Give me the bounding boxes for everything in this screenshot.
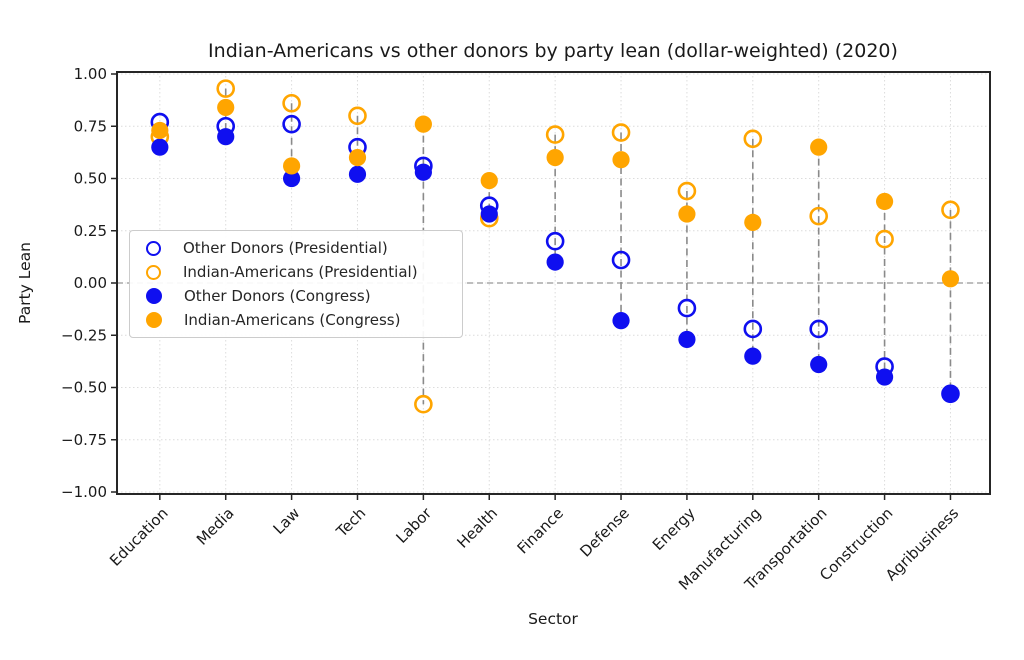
point-indian-americans-congress [480,171,498,190]
y-tick-label: −0.50 [61,379,107,397]
y-tick-label: 0.50 [74,170,107,188]
open-circle-icon [146,264,161,280]
point-other-donors-congress [546,253,564,271]
point-indian-americans-presidential [743,129,763,149]
point-other-donors-congress [283,169,301,188]
point-other-donors-congress [612,312,630,330]
point-indian-americans-congress [546,149,564,167]
y-tick-label: 1.00 [74,65,107,83]
point-indian-americans-congress [612,151,630,169]
filled-circle-icon [146,288,162,304]
chart-title: Indian-Americans vs other donors by part… [208,40,898,62]
x-tick-label: Health [454,504,502,552]
point-indian-americans-congress [414,115,432,133]
point-indian-americans-congress [941,270,960,288]
x-tick-label: Education [106,504,172,570]
point-indian-americans-congress [217,98,235,117]
x-tick-label: Defense [576,504,632,560]
point-indian-americans-presidential [282,93,301,113]
point-other-donors-congress [875,368,894,386]
point-other-donors-presidential [809,319,828,339]
point-indian-americans-presidential [941,200,960,220]
y-tick-label: −1.00 [61,483,107,501]
point-other-donors-presidential [282,114,301,134]
point-other-donors-presidential [545,231,565,251]
point-indian-americans-presidential [677,181,697,201]
legend-label: Indian-Americans (Congress) [184,311,401,329]
x-tick-label: Tech [332,504,369,541]
point-other-donors-presidential [743,319,763,339]
point-indian-americans-congress [810,138,828,156]
y-tick-label: −0.75 [61,431,107,449]
legend-item: Indian-Americans (Congress) [140,308,452,332]
y-tick-label: 0.75 [74,117,107,135]
point-indian-americans-presidential [611,123,631,142]
x-tick-label: Finance [514,504,567,557]
point-other-donors-congress [414,163,432,181]
point-other-donors-congress [810,355,828,374]
legend-item: Indian-Americans (Presidential) [140,260,452,284]
legend-item: Other Donors (Congress) [140,284,452,308]
point-other-donors-presidential [611,250,631,270]
x-tick-label: Labor [392,504,435,547]
legend-item: Other Donors (Presidential) [140,236,452,260]
point-other-donors-congress [217,128,235,146]
point-other-donors-congress [348,165,367,183]
point-other-donors-congress [941,385,960,403]
point-indian-americans-presidential [216,79,236,98]
point-indian-americans-congress [348,149,367,167]
point-indian-americans-congress [151,121,169,140]
point-indian-americans-presidential [545,125,565,144]
point-other-donors-congress [744,347,762,365]
x-axis-label: Sector [528,610,578,628]
point-indian-americans-presidential [875,229,894,249]
filled-circle-icon [146,312,162,328]
point-indian-americans-presidential [414,394,433,414]
point-indian-americans-congress [283,157,301,175]
point-indian-americans-presidential [809,206,828,226]
legend-label: Other Donors (Presidential) [183,239,388,257]
y-tick-label: −0.25 [61,326,107,344]
open-circle-icon [146,240,161,256]
point-indian-americans-presidential [348,106,367,126]
x-tick-label: Law [270,504,304,538]
y-tick-label: 0.00 [74,274,107,292]
point-other-donors-presidential [677,298,697,318]
point-indian-americans-congress [744,213,762,231]
legend-label: Other Donors (Congress) [184,287,371,305]
point-other-donors-congress [678,330,696,349]
x-tick-label: Energy [649,504,699,554]
legend: Other Donors (Presidential) Indian-Americ… [129,230,463,338]
point-indian-americans-congress [875,192,894,211]
plot-border [116,71,991,495]
x-tick-label: Media [193,504,238,549]
legend-label: Indian-Americans (Presidential) [183,263,418,281]
y-axis-label: Party Lean [16,242,34,324]
point-other-donors-congress [480,205,498,223]
point-indian-americans-congress [678,205,696,223]
y-tick-label: 0.25 [74,222,107,240]
point-other-donors-congress [151,138,169,156]
